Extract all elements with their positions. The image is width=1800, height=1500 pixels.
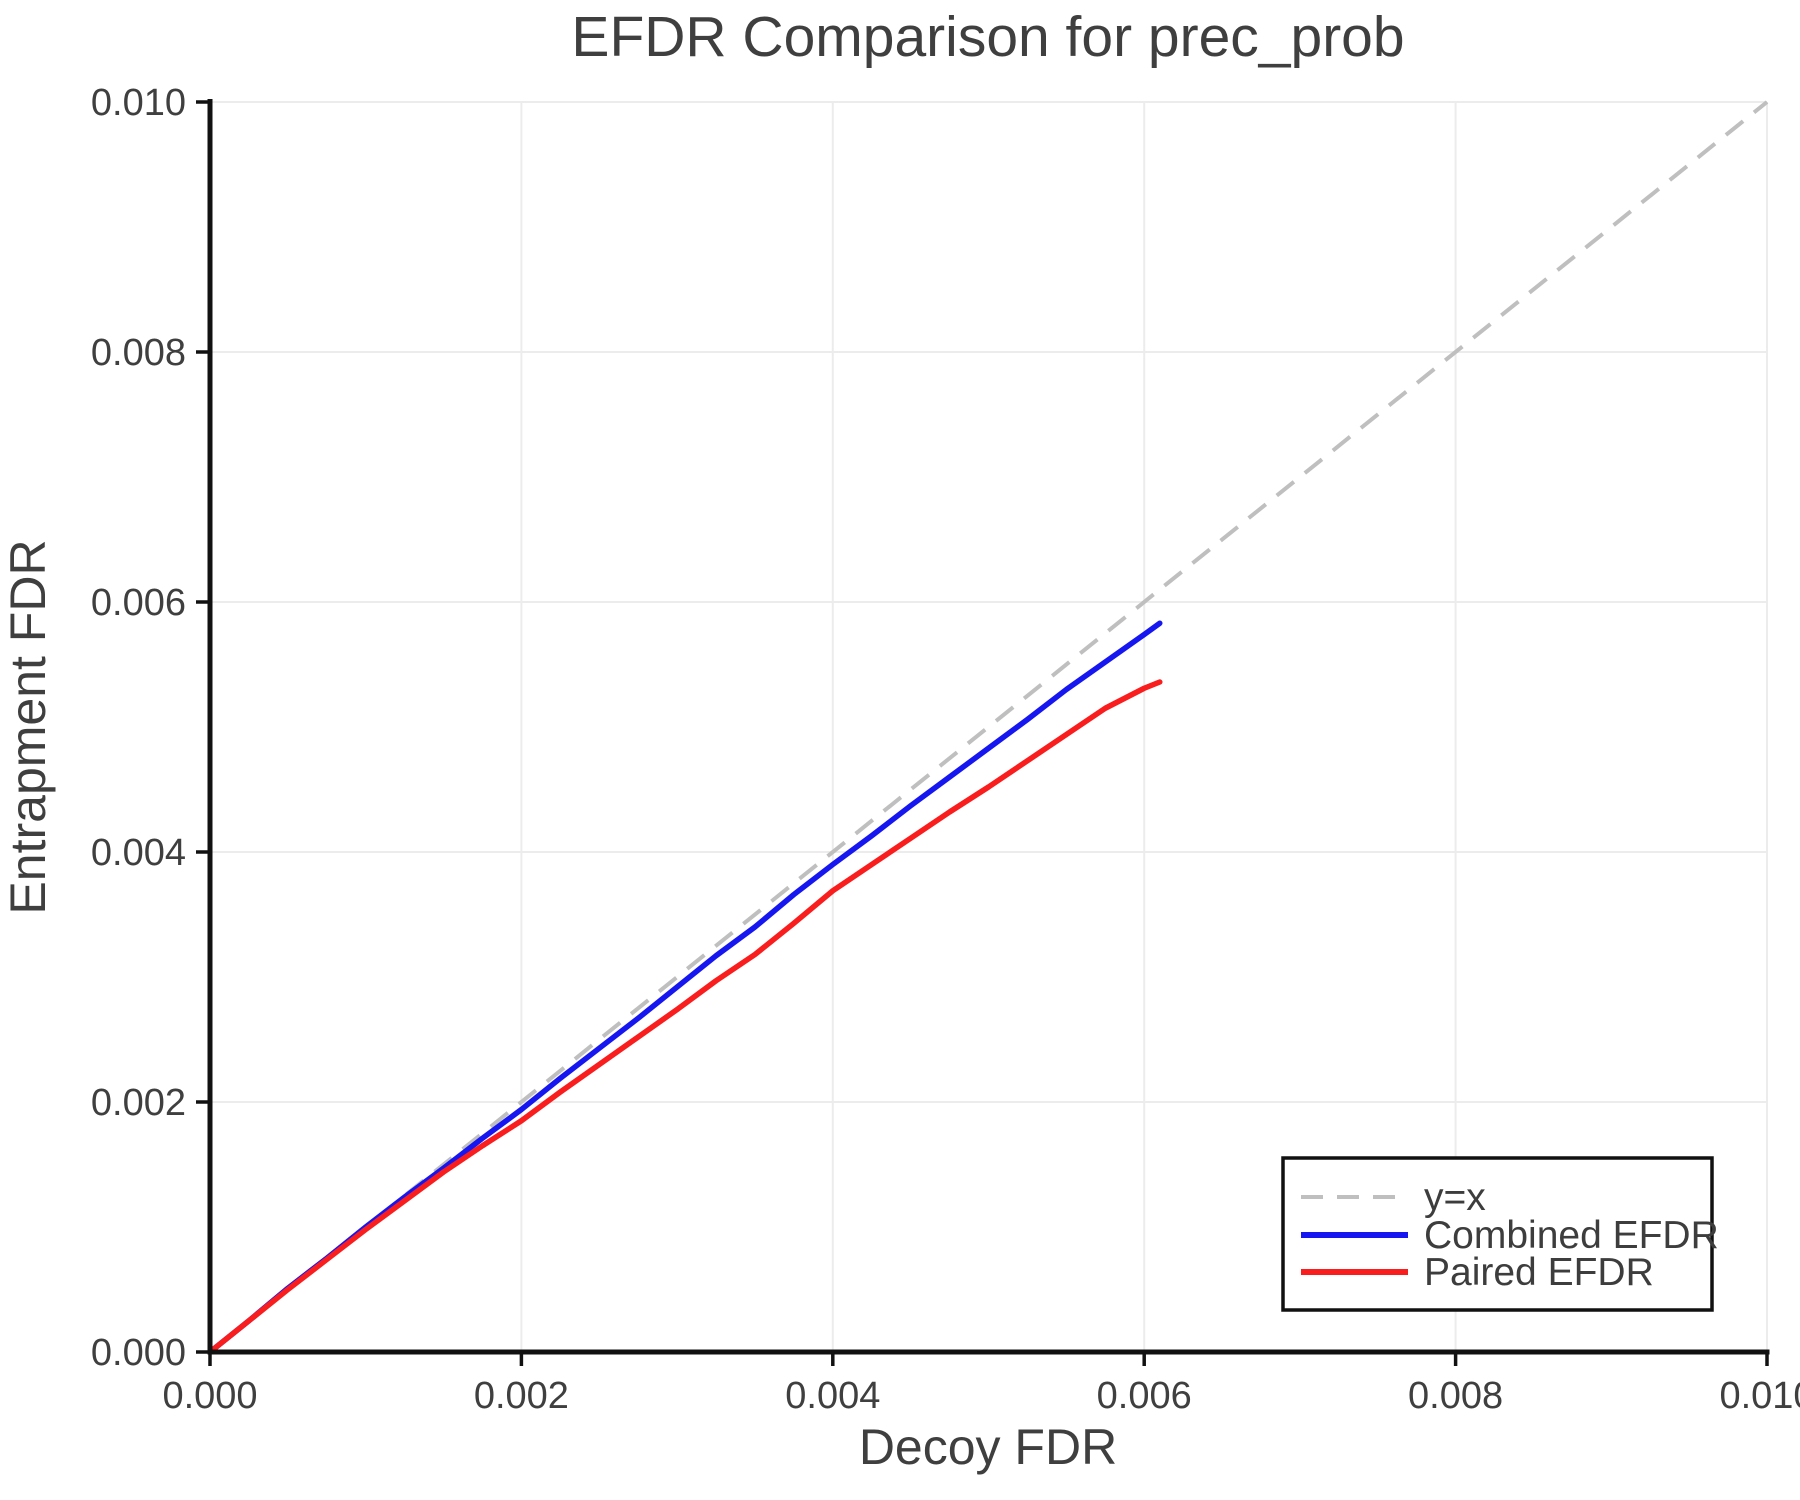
legend-label-paired: Paired EFDR [1424,1251,1654,1294]
y-tick-label: 0.004 [91,832,186,874]
y-tick-label: 0.008 [91,332,186,374]
x-tick-label: 0.006 [1097,1375,1192,1417]
x-tick-label: 0.008 [1408,1375,1503,1417]
legend-label-identity: y=x [1424,1176,1486,1219]
gridlines [210,101,1768,1352]
x-tick-label: 0.000 [162,1375,257,1417]
y-tick-label: 0.006 [91,582,186,624]
x-tick-label: 0.004 [785,1375,880,1417]
identity-line-group [208,100,1769,1354]
axis-tick-marks [196,100,1769,1366]
identity-line [208,100,1769,1354]
y-tick-label: 0.002 [91,1082,186,1124]
chart-title: EFDR Comparison for prec_prob [571,5,1404,69]
x-tick-labels: 0.000 0.002 0.004 0.006 0.008 0.010 [162,1375,1800,1417]
y-tick-label: 0.000 [91,1332,186,1374]
paired-efdr-line [207,679,1163,1355]
axes-spines [207,99,1770,1355]
y-tick-labels: 0.000 0.002 0.004 0.006 0.008 0.010 [91,82,186,1374]
x-axis-label: Decoy FDR [859,1419,1117,1475]
x-tick-label: 0.010 [1719,1375,1800,1417]
y-tick-label: 0.010 [91,82,186,124]
x-tick-label: 0.002 [474,1375,569,1417]
legend-label-combined: Combined EFDR [1424,1214,1719,1257]
y-axis-label: Entrapment FDR [0,539,56,914]
legend: y=x Combined EFDR Paired EFDR [1281,1156,1719,1312]
series-lines-group [207,620,1163,1355]
